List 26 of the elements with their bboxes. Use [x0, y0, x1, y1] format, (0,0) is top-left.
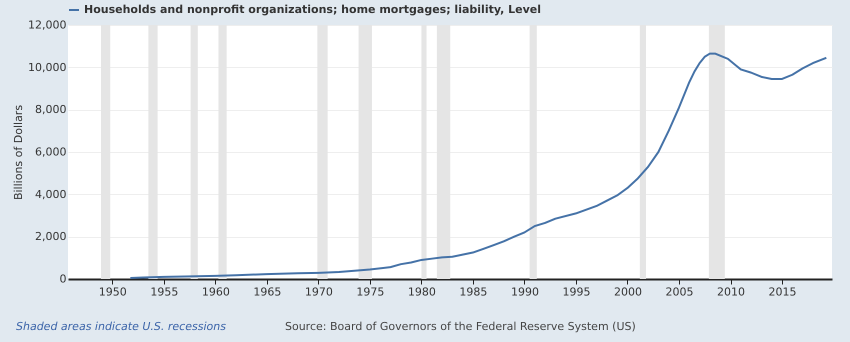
y-tick-label: 8,000 [35, 103, 66, 116]
x-tick-label: 2000 [614, 286, 642, 298]
x-tick-label: 2010 [717, 286, 746, 298]
y-axis-title: Billions of Dollars [12, 104, 26, 200]
x-tick-label: 2005 [665, 286, 694, 298]
y-tick-label: 10,000 [28, 60, 66, 74]
x-tick-label: 1990 [510, 286, 539, 298]
x-tick-label: 1950 [98, 286, 127, 298]
x-tick-label: 1975 [356, 286, 384, 298]
line-series [129, 52, 828, 279]
x-tick-label: 1985 [459, 286, 488, 298]
legend-label: Households and nonprofit organizations; home mortgages; liability, Level [84, 3, 542, 16]
y-tick-label: 0 [60, 272, 66, 286]
x-tick-label: 1960 [202, 286, 230, 298]
source-note: Source: Board of Governors of the Federal Reserve System (US) [285, 320, 636, 333]
y-tick-label: 4,000 [35, 188, 66, 201]
x-tick-label: 1955 [150, 286, 178, 298]
text: Shaded areas indicate U.S. recessions [16, 320, 226, 333]
y-tick-label: 12,000 [28, 18, 66, 32]
y-tick-label: 2,000 [35, 230, 66, 244]
x-tick-label: 1970 [304, 286, 333, 298]
x-tick-label: 1995 [562, 286, 590, 298]
x-tick-label: 2015 [768, 286, 797, 298]
x-tick-label: 1965 [253, 286, 282, 298]
y-tick-label: 6,000 [35, 146, 66, 158]
x-tick-label: 1980 [408, 286, 436, 298]
